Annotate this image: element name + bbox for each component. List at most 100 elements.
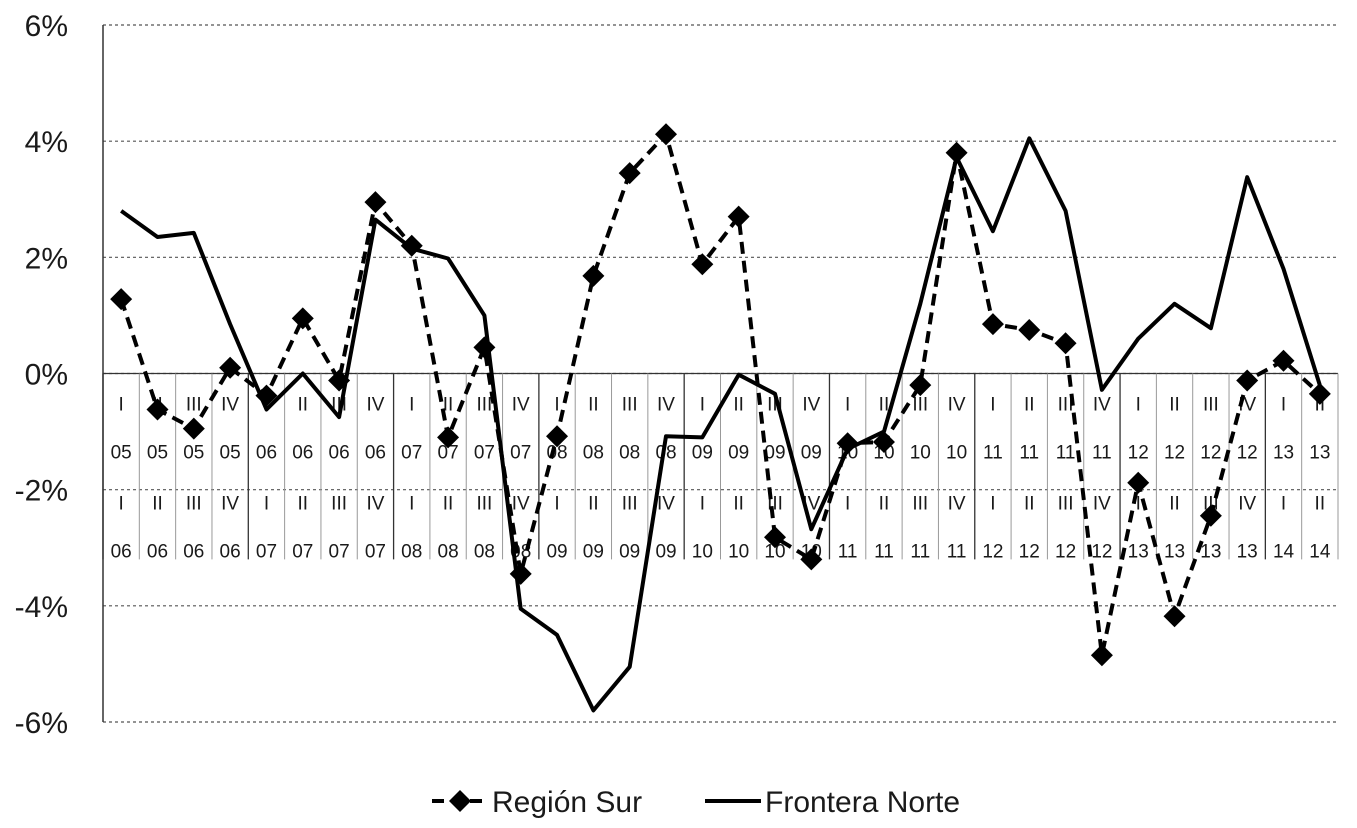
x-quarter-label-row2: IV [366,494,384,515]
x-year-label-row2: 07 [292,542,313,563]
x-year-label: 06 [256,443,277,464]
x-year-label: 05 [147,443,168,464]
x-year-label-row2: 13 [1164,542,1185,563]
data-point-region-sur [364,191,387,214]
x-year-label-row2: 13 [1200,542,1221,563]
x-year-label: 12 [1128,443,1149,464]
x-quarter-label: III [622,395,638,416]
x-quarter-label-row2: I [264,494,269,515]
x-quarter-label-row2: II [1315,494,1326,515]
x-year-label-row2: 12 [1091,542,1112,563]
x-year-label-row2: 11 [838,542,858,563]
x-quarter-label: II [443,395,454,416]
y-tick-label: 0% [25,359,68,392]
x-quarter-label-row2: IV [1093,494,1111,515]
data-point-region-sur [836,432,859,455]
x-quarter-label: III [1203,395,1219,416]
data-point-region-sur [691,253,714,276]
x-quarter-label-row2: I [1281,494,1286,515]
x-quarter-label: IV [512,395,530,416]
x-quarter-label-row2: III [1058,494,1074,515]
x-year-label: 07 [510,443,531,464]
x-year-label: 10 [910,443,931,464]
x-year-label: 13 [1273,443,1294,464]
data-point-region-sur [546,425,569,448]
data-point-region-sur [1236,369,1259,392]
x-quarter-label: II [879,395,890,416]
x-year-label-row2: 08 [401,542,422,563]
x-year-label-row2: 12 [1019,542,1040,563]
data-point-region-sur [981,313,1004,336]
x-quarter-label: I [990,395,995,416]
x-quarter-label: IV [948,395,966,416]
data-point-region-sur [110,288,133,311]
x-year-label-row2: 14 [1309,542,1331,563]
x-quarter-label: II [733,395,744,416]
data-point-region-sur [872,431,895,454]
x-year-label: 07 [438,443,459,464]
data-point-region-sur [1090,644,1113,667]
x-year-label: 05 [111,443,132,464]
x-quarter-label: II [297,395,308,416]
legend-marker-region-sur [449,790,471,812]
x-year-label-row2: 12 [982,542,1003,563]
x-quarter-label-row2: II [443,494,454,515]
x-quarter-label: II [1315,395,1326,416]
data-point-region-sur [473,336,496,359]
x-year-label: 07 [474,443,495,464]
x-quarter-label: I [700,395,705,416]
y-tick-label: 2% [25,242,68,275]
x-year-label-row2: 09 [546,542,567,563]
x-year-label: 11 [983,443,1003,464]
x-quarter-label-row2: I [1136,494,1141,515]
x-year-label-row2: 07 [365,542,386,563]
x-year-label-row2: 09 [655,542,676,563]
data-point-region-sur [1018,318,1041,341]
data-point-region-sur [1308,382,1331,405]
x-year-label-row2: 10 [692,542,713,563]
y-tick-label: -4% [15,591,68,624]
x-year-label: 05 [220,443,241,464]
data-point-region-sur [618,162,641,185]
data-point-region-sur [909,374,932,397]
x-quarter-label-row2: I [119,494,124,515]
x-year-label: 06 [292,443,313,464]
x-quarter-label: II [588,395,599,416]
legend: Región Sur Frontera Norte [432,786,960,819]
x-year-label-row2: 09 [583,542,604,563]
data-point-region-sur [1054,332,1077,355]
x-quarter-label-row2: IV [948,494,966,515]
x-year-label-row2: 14 [1273,542,1295,563]
x-year-label: 09 [764,443,785,464]
x-quarter-label-row2: IV [657,494,675,515]
x-year-label: 09 [728,443,749,464]
x-quarter-label-row2: III [912,494,928,515]
x-year-label-row2: 10 [764,542,785,563]
x-year-label: 07 [401,443,422,464]
data-point-region-sur [655,123,678,146]
legend-label-frontera-norte: Frontera Norte [765,786,960,819]
data-point-region-sur [437,426,460,449]
x-quarter-label-row2: I [409,494,414,515]
x-quarter-label-row2: III [622,494,638,515]
x-quarter-label: II [1169,395,1180,416]
series-line-0 [119,132,1322,658]
series-line-1 [120,136,1322,713]
x-quarter-label-row2: II [152,494,163,515]
data-point-region-sur [1199,504,1222,527]
x-year-label-row2: 11 [874,542,894,563]
x-quarter-label: IV [657,395,675,416]
x-quarter-label-row2: I [845,494,850,515]
x-year-label-row2: 08 [474,542,495,563]
x-quarter-label: I [1136,395,1141,416]
x-quarter-label: I [845,395,850,416]
y-tick-label: 6% [25,10,68,43]
x-quarter-label: I [1281,395,1286,416]
x-year-label: 12 [1164,443,1185,464]
x-quarter-label-row2: I [990,494,995,515]
x-year-label-row2: 11 [947,542,967,563]
x-year-label-row2: 07 [329,542,350,563]
data-point-region-sur [146,398,169,421]
x-year-label-row2: 10 [728,542,749,563]
x-year-label: 08 [619,443,640,464]
